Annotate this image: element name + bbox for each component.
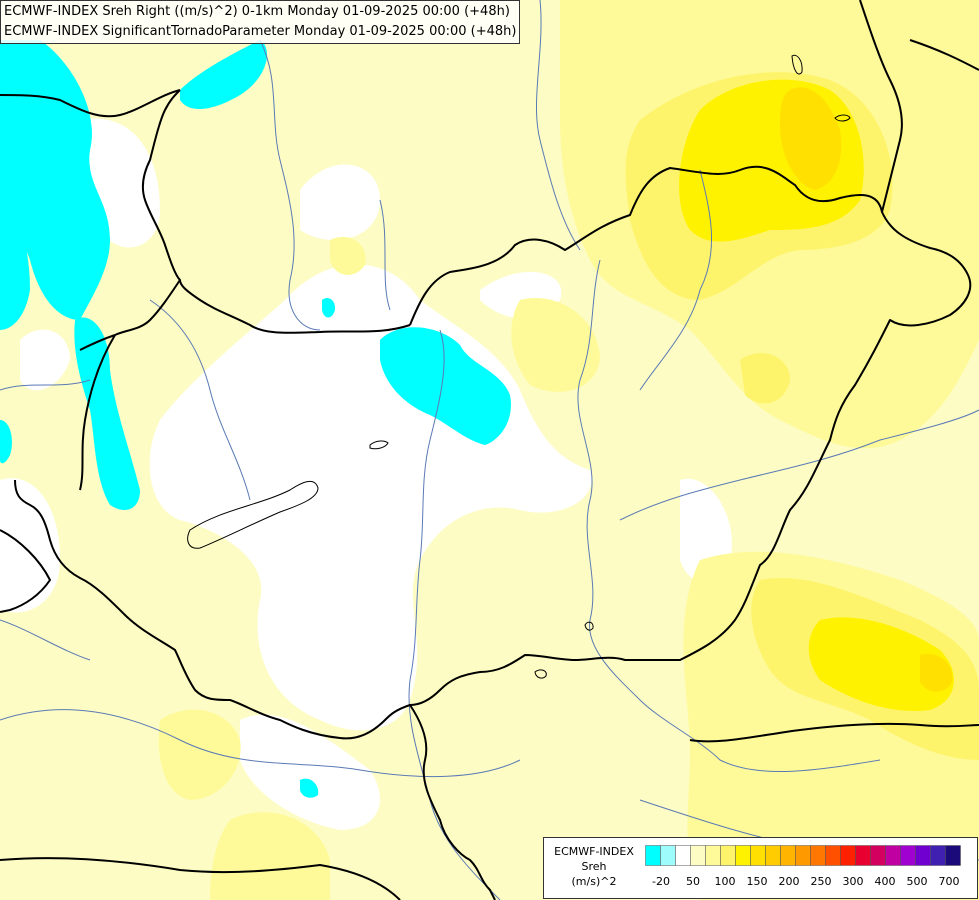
legend-color-cell bbox=[915, 845, 931, 866]
legend-color-cell bbox=[735, 845, 751, 866]
legend-color-cell bbox=[705, 845, 721, 866]
legend-tick-label: 400 bbox=[874, 875, 896, 888]
legend-tick-label: -20 bbox=[652, 875, 670, 888]
legend-color-cell bbox=[645, 845, 661, 866]
legend-color-cell bbox=[870, 845, 886, 866]
map-title-box: ECMWF-INDEX Sreh Right ((m/s)^2) 0-1km M… bbox=[0, 0, 521, 44]
legend-color-cell bbox=[825, 845, 841, 866]
legend-color-cell bbox=[660, 845, 676, 866]
legend-color-cell bbox=[780, 845, 796, 866]
legend-color-cell bbox=[840, 845, 856, 866]
legend-tick-label: 100 bbox=[714, 875, 736, 888]
legend-color-cell bbox=[855, 845, 871, 866]
legend-tick-label: 200 bbox=[778, 875, 800, 888]
legend-tick-label: 250 bbox=[810, 875, 832, 888]
legend-color-cell bbox=[810, 845, 826, 866]
lakes bbox=[187, 54, 851, 679]
legend-color-cell bbox=[795, 845, 811, 866]
legend-tick-label: 300 bbox=[842, 875, 864, 888]
legend-color-cell bbox=[930, 845, 946, 866]
legend-color-cell bbox=[945, 845, 961, 866]
title-line-1: ECMWF-INDEX Sreh Right ((m/s)^2) 0-1km M… bbox=[4, 4, 510, 19]
legend-color-cell bbox=[675, 845, 691, 866]
legend-tick-label: 500 bbox=[906, 875, 928, 888]
legend-color-cell bbox=[690, 845, 706, 866]
gold-field-areas bbox=[780, 87, 953, 692]
legend-tick-label: 700 bbox=[938, 875, 960, 888]
title-line-2: ECMWF-INDEX SignificantTornadoParameter … bbox=[4, 24, 517, 39]
legend-color-cell bbox=[900, 845, 916, 866]
legend-variable-label: Sreh bbox=[581, 860, 607, 873]
legend-color-cell bbox=[750, 845, 766, 866]
legend-color-cell bbox=[720, 845, 736, 866]
legend-color-cell bbox=[885, 845, 901, 866]
legend-unit-label: (m/s)^2 bbox=[571, 875, 617, 888]
legend-color-bar bbox=[645, 845, 961, 866]
legend-tick-label: 50 bbox=[686, 875, 700, 888]
legend-color-cell bbox=[765, 845, 781, 866]
legend-tick-label: 150 bbox=[746, 875, 768, 888]
color-legend: ECMWF-INDEX Sreh (m/s)^2 -20 50 100 150 200 2… bbox=[543, 837, 978, 899]
legend-source-label: ECMWF-INDEX bbox=[554, 845, 634, 858]
